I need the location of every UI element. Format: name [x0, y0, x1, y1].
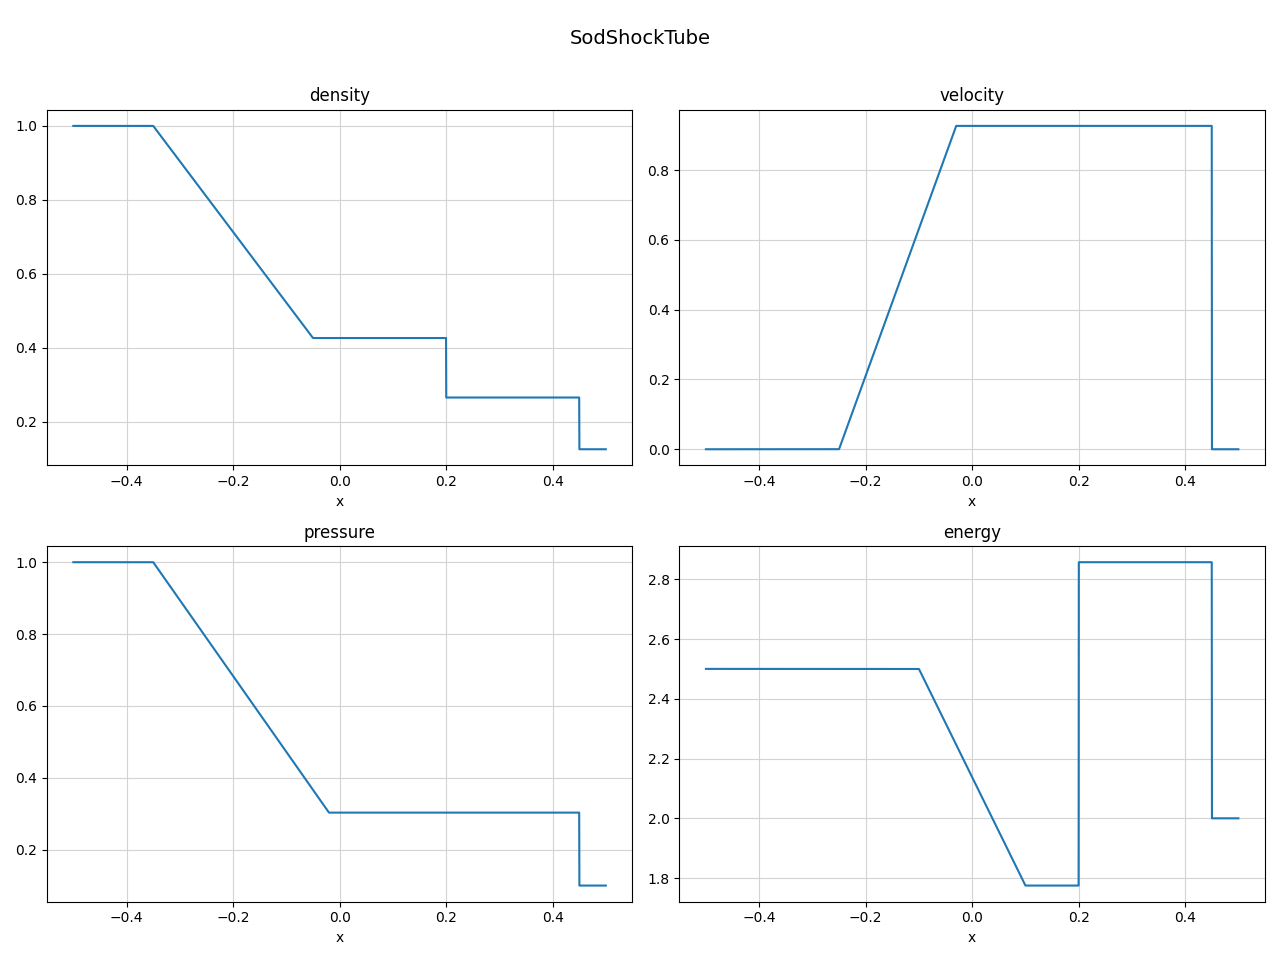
Text: SodShockTube: SodShockTube	[570, 29, 710, 48]
Title: velocity: velocity	[940, 87, 1005, 106]
X-axis label: x: x	[968, 931, 977, 945]
X-axis label: x: x	[335, 931, 344, 945]
X-axis label: x: x	[968, 494, 977, 509]
Title: pressure: pressure	[303, 524, 375, 541]
Title: density: density	[308, 87, 370, 106]
Title: energy: energy	[943, 524, 1001, 541]
X-axis label: x: x	[335, 494, 344, 509]
